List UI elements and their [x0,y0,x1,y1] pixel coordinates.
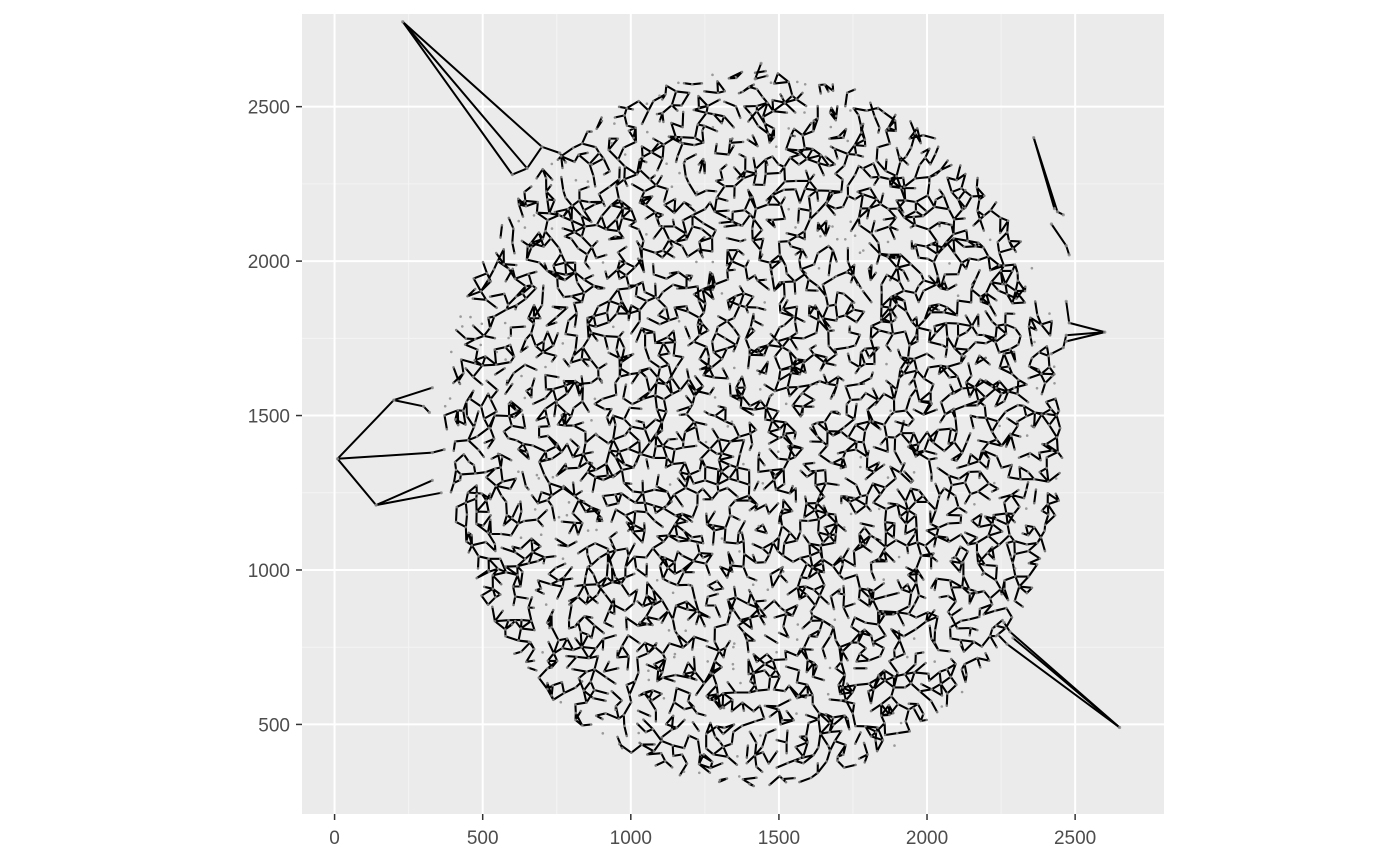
network-edge-group [700,70,772,788]
y-tick-label: 2000 [248,252,290,273]
network-edge-group [443,168,565,701]
network-edge-group [912,127,994,714]
x-tick-label: 1500 [758,828,800,849]
y-axis: 500 1000 1500 2000 2500 [248,98,302,736]
x-axis: 0 500 1000 1500 2000 2500 [329,814,1096,849]
network-edge-group [600,100,670,767]
x-tick-label: 0 [329,828,340,849]
outlier-edge [402,20,567,163]
network-edge-group [861,101,933,753]
outlier-edge [375,479,433,507]
network-edge-group [801,83,884,774]
y-tick-label: 1500 [248,407,290,428]
network-edge-group [972,176,1064,662]
network-edge-group [761,72,824,786]
x-tick-label: 1000 [610,828,652,849]
x-tick-label: 2500 [1054,828,1096,849]
y-tick-label: 1000 [248,561,290,582]
outlier-edge [1012,637,1121,729]
outlier-edge [1065,331,1106,343]
y-tick-label: 500 [258,715,290,736]
x-tick-label: 2000 [906,828,948,849]
network-edges [336,20,1121,788]
x-tick-label: 500 [467,828,499,849]
network-edge-group [650,82,724,777]
plot-area [335,20,1122,788]
network-edge-group [540,116,620,727]
y-tick-label: 2500 [248,98,290,119]
outlier-edge [1032,137,1056,209]
